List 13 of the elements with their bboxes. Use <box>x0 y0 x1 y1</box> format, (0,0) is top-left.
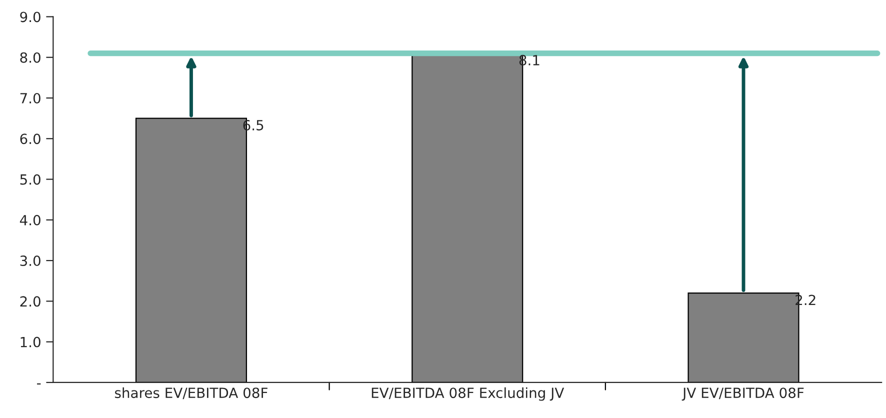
x-tick-label: shares EV/EBITDA 08F <box>114 387 268 400</box>
y-tick-label: 2.0 <box>20 296 40 307</box>
y-tick-label: 5.0 <box>20 174 40 185</box>
y-tick-label: 7.0 <box>20 92 40 104</box>
y-tick-label: 3.0 <box>20 256 40 266</box>
x-tick-label: EV/EBITDA 08F Excluding JV <box>372 387 564 401</box>
y-tick-label: 8.0 <box>20 52 40 63</box>
y-tick-label: 6.0 <box>20 134 40 144</box>
x-tick-label: JV EV/EBITDA 08F <box>682 388 804 401</box>
y-tick-label: - <box>37 383 41 384</box>
y-tick-label: 1.0 <box>20 336 40 348</box>
y-tick-label: 4.0 <box>20 214 40 226</box>
y-tick-label: 9.0 <box>20 12 40 22</box>
